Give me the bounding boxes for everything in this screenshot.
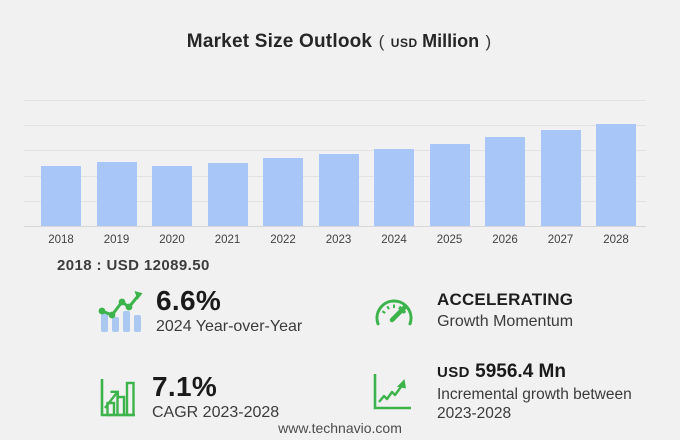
x-axis-labels: 2018 2019 2020 2021 2022 2023 2024 2025 2026 2027… [24, 234, 646, 248]
trend-bars-icon [98, 290, 143, 332]
x-tick-2026: 2026 [492, 234, 518, 246]
x-tick-2028: 2028 [603, 234, 629, 246]
page-title: Market Size Outlook ( USD Million ) [0, 31, 680, 53]
cagr-label: CAGR 2023-2028 [152, 404, 280, 422]
yoy-value: 6.6% [156, 285, 222, 316]
bar-2023 [318, 153, 359, 226]
x-tick-2022: 2022 [270, 234, 296, 246]
gridline [24, 150, 646, 152]
x-tick-2024: 2024 [381, 234, 407, 246]
title-main: Market Size Outlook [186, 31, 373, 52]
gridline [24, 226, 646, 227]
bar-2027 [540, 130, 581, 226]
gridline [24, 100, 646, 101]
title-currency: USD [390, 36, 418, 50]
bar-2024 [374, 149, 414, 226]
x-tick-2025: 2025 [436, 234, 463, 246]
title-open-paren: ( [378, 32, 385, 51]
base-year-annotation: 2018 : USD 12089.50 [57, 257, 210, 274]
speedometer-icon [375, 299, 413, 326]
x-tick-2023: 2023 [325, 234, 352, 246]
incremental-amount: 5956.4 Mn [475, 361, 566, 382]
momentum-label: Growth Momentum [437, 313, 574, 331]
bar-2028 [596, 124, 636, 226]
x-tick-2021: 2021 [214, 234, 241, 246]
stat-yoy-growth: 6.6% 2024 Year-over-Year [97, 286, 302, 337]
bar-2020 [152, 166, 192, 226]
x-tick-2020: 2020 [159, 234, 185, 246]
bar-2026 [485, 137, 525, 226]
stat-incremental-growth: USD 5956.4 Mn Incremental growth between… [371, 361, 632, 424]
bar-2025 [429, 144, 470, 226]
incremental-currency: USD [437, 364, 470, 381]
title-unit: Million [422, 31, 480, 51]
bar-2021 [207, 162, 248, 226]
title-close-paren: ) [485, 32, 492, 51]
stat-growth-momentum: ACCELERATING Growth Momentum [371, 290, 573, 332]
bar-2019 [96, 162, 137, 226]
bar-2022 [263, 158, 303, 226]
incremental-value: USD 5956.4 Mn [437, 361, 632, 383]
x-tick-2018: 2018 [48, 234, 74, 246]
plot-area [24, 100, 646, 227]
yoy-label: 2024 Year-over-Year [156, 318, 303, 336]
cagr-value: 7.1% [152, 371, 218, 402]
x-tick-2019: 2019 [103, 234, 130, 246]
gridline [24, 125, 646, 127]
momentum-value: ACCELERATING [437, 290, 574, 309]
line-chart-growth-icon [373, 374, 411, 410]
incremental-label: Incremental growth between 2023-2028 [437, 385, 632, 423]
bar-chart-growth-icon [100, 378, 135, 416]
footer-url: www.technavio.com [278, 420, 402, 436]
stat-cagr: 7.1% CAGR 2023-2028 [99, 372, 279, 423]
x-tick-2027: 2027 [547, 234, 574, 246]
bar-2018 [41, 166, 81, 226]
